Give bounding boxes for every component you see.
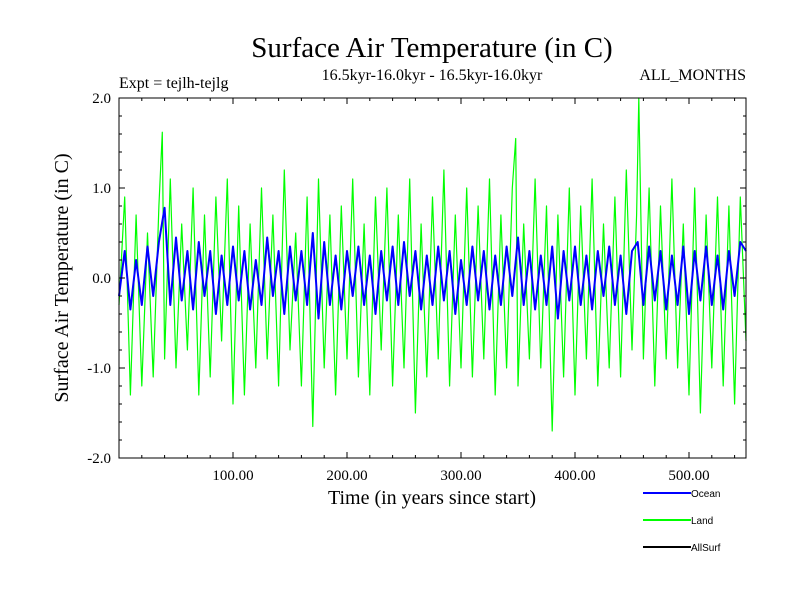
- legend-label-ocean: Ocean: [691, 489, 720, 500]
- legend: Ocean Land AllSurf: [643, 489, 721, 554]
- y-tick-label: 1.0: [92, 181, 111, 197]
- chart-title: Surface Air Temperature (in C): [251, 32, 612, 64]
- subtitle-left: Expt = tejlh-tejlg: [119, 75, 228, 92]
- plot-lines: [118, 97, 747, 432]
- y-ticks: -2.0 -1.0 0.0 1.0 2.0: [87, 91, 746, 467]
- subtitle-center: 16.5kyr-16.0kyr - 16.5kyr-16.0kyr: [322, 67, 543, 84]
- y-tick-label: 0.0: [92, 271, 111, 287]
- x-tick-label: 500.00: [668, 468, 709, 484]
- x-tick-label: 100.00: [212, 468, 253, 484]
- subtitle-right: ALL_MONTHS: [639, 67, 746, 84]
- x-axis-label: Time (in years since start): [328, 487, 536, 509]
- x-tick-label: 400.00: [554, 468, 595, 484]
- y-tick-label: 2.0: [92, 91, 111, 107]
- legend-label-land: Land: [691, 516, 713, 527]
- x-ticks: 100.00 200.00 300.00 400.00 500.00: [141, 98, 736, 484]
- y-tick-label: -1.0: [87, 361, 111, 377]
- x-tick-label: 200.00: [326, 468, 367, 484]
- x-tick-label: 300.00: [440, 468, 481, 484]
- series-line-ocean: [118, 206, 747, 320]
- y-axis-label: Surface Air Temperature (in C): [51, 153, 73, 402]
- legend-label-allsurf: AllSurf: [691, 543, 721, 554]
- y-tick-label: -2.0: [87, 451, 111, 467]
